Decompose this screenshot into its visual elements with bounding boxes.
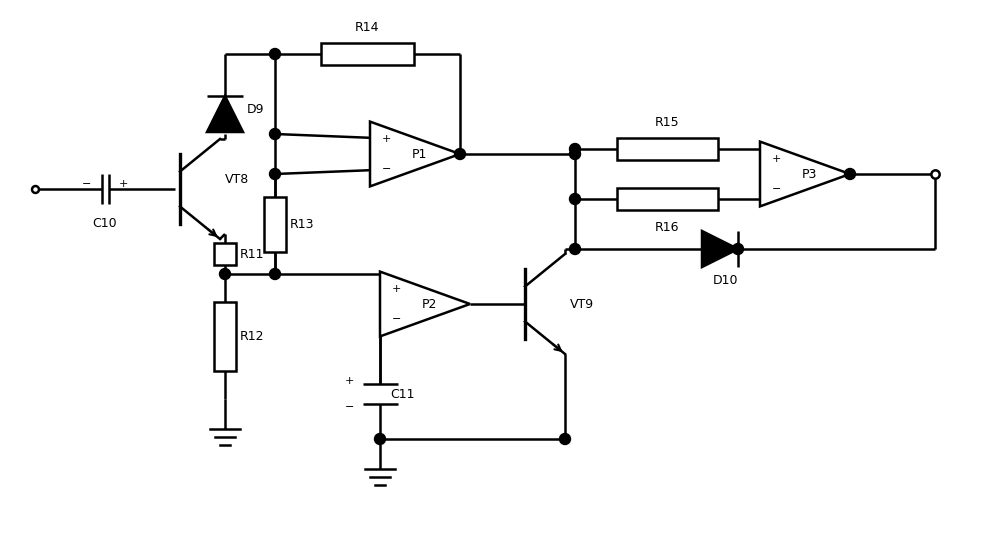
Circle shape	[570, 244, 580, 254]
Polygon shape	[370, 122, 460, 186]
Text: R15: R15	[655, 116, 680, 129]
Text: C10: C10	[93, 217, 117, 230]
Polygon shape	[760, 141, 850, 206]
Text: −: −	[392, 314, 401, 324]
Circle shape	[374, 433, 386, 444]
Circle shape	[560, 433, 570, 444]
Text: D9: D9	[247, 102, 264, 116]
Text: −: −	[772, 184, 781, 194]
Text: P3: P3	[802, 168, 817, 181]
Polygon shape	[380, 272, 470, 337]
Circle shape	[844, 168, 856, 179]
Text: R12: R12	[240, 330, 264, 343]
Text: −: −	[345, 402, 354, 412]
Bar	[214, 243, 236, 265]
Circle shape	[454, 149, 466, 159]
Bar	[321, 43, 414, 65]
Text: R16: R16	[655, 221, 680, 234]
Circle shape	[570, 144, 580, 154]
Circle shape	[270, 49, 280, 59]
Text: R13: R13	[290, 217, 314, 230]
Circle shape	[220, 268, 230, 280]
Text: −: −	[82, 179, 92, 189]
Text: R11: R11	[240, 248, 264, 260]
Text: R14: R14	[355, 21, 380, 34]
Bar	[214, 302, 236, 371]
Circle shape	[270, 168, 280, 179]
Circle shape	[570, 193, 580, 205]
Text: +: +	[382, 134, 391, 144]
Text: −: −	[382, 164, 391, 174]
Text: VT8: VT8	[225, 173, 249, 186]
Text: D10: D10	[712, 274, 738, 287]
Circle shape	[732, 244, 744, 254]
Text: VT9: VT9	[570, 297, 594, 310]
Bar	[617, 188, 718, 210]
Polygon shape	[207, 96, 243, 132]
Circle shape	[570, 149, 580, 159]
Circle shape	[270, 129, 280, 140]
Text: +: +	[392, 284, 401, 294]
Text: P1: P1	[412, 148, 427, 160]
Bar	[617, 138, 718, 160]
Text: P2: P2	[422, 297, 437, 310]
Text: +: +	[772, 154, 781, 164]
Text: C11: C11	[390, 387, 415, 400]
Text: +: +	[118, 179, 128, 189]
Polygon shape	[702, 231, 738, 267]
Circle shape	[270, 268, 280, 280]
Bar	[264, 197, 286, 252]
Text: +: +	[345, 376, 354, 386]
